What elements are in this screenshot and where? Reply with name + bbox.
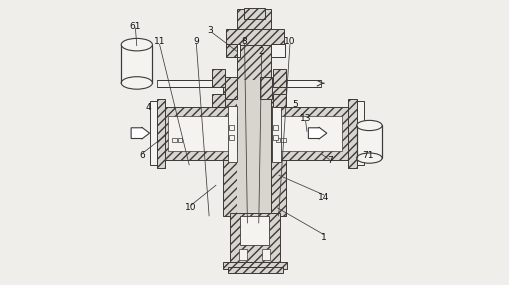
Bar (162, 107, 238, 160)
Ellipse shape (121, 38, 152, 51)
Bar (286, 80, 321, 87)
Bar (271, 107, 348, 160)
Text: 71: 71 (362, 151, 374, 160)
Bar (271, 44, 285, 57)
Text: 10: 10 (185, 203, 196, 212)
Bar (231, 213, 280, 263)
Bar (244, 8, 265, 19)
Bar (121, 45, 152, 83)
Bar (229, 125, 234, 130)
Bar (240, 216, 269, 245)
Bar (226, 29, 285, 45)
Polygon shape (308, 127, 327, 139)
Bar (226, 44, 240, 57)
Bar (357, 125, 382, 158)
Bar (228, 106, 237, 162)
Bar (168, 115, 238, 151)
Bar (223, 80, 286, 216)
Bar (229, 135, 234, 140)
Bar (281, 138, 286, 142)
Bar (150, 101, 157, 165)
Text: 6: 6 (139, 151, 146, 160)
Bar (262, 249, 270, 260)
Bar (178, 138, 182, 142)
Bar (212, 94, 224, 107)
Bar (237, 44, 240, 57)
Bar (271, 115, 343, 151)
Text: 7: 7 (327, 156, 332, 165)
Ellipse shape (357, 153, 382, 163)
Bar (157, 80, 212, 87)
Text: 11: 11 (154, 37, 165, 46)
Bar (260, 77, 272, 99)
Text: 4: 4 (146, 103, 151, 111)
Ellipse shape (357, 120, 382, 131)
Bar (228, 267, 283, 273)
Text: 13: 13 (300, 114, 312, 123)
Text: 61: 61 (130, 22, 141, 31)
Bar (237, 80, 271, 216)
Bar (172, 138, 177, 142)
Bar (273, 125, 278, 130)
Polygon shape (131, 127, 150, 139)
Bar (273, 94, 286, 107)
Text: 9: 9 (193, 37, 199, 46)
Text: 2: 2 (259, 47, 264, 56)
Text: 14: 14 (318, 193, 330, 202)
Bar (273, 135, 278, 140)
Bar (272, 106, 281, 162)
Bar (348, 99, 357, 168)
Bar (271, 44, 285, 57)
Bar (276, 138, 280, 142)
Text: 3: 3 (208, 26, 213, 35)
Text: 10: 10 (284, 37, 296, 46)
Bar (273, 69, 286, 87)
Bar (223, 262, 287, 269)
Bar (212, 69, 224, 87)
Bar (157, 99, 165, 168)
Bar (357, 101, 364, 165)
Text: 1: 1 (321, 233, 327, 242)
Ellipse shape (121, 77, 152, 89)
Text: 5: 5 (293, 100, 298, 109)
Bar (237, 9, 271, 270)
Text: 8: 8 (242, 37, 247, 46)
Bar (224, 77, 237, 99)
Bar (239, 249, 247, 260)
